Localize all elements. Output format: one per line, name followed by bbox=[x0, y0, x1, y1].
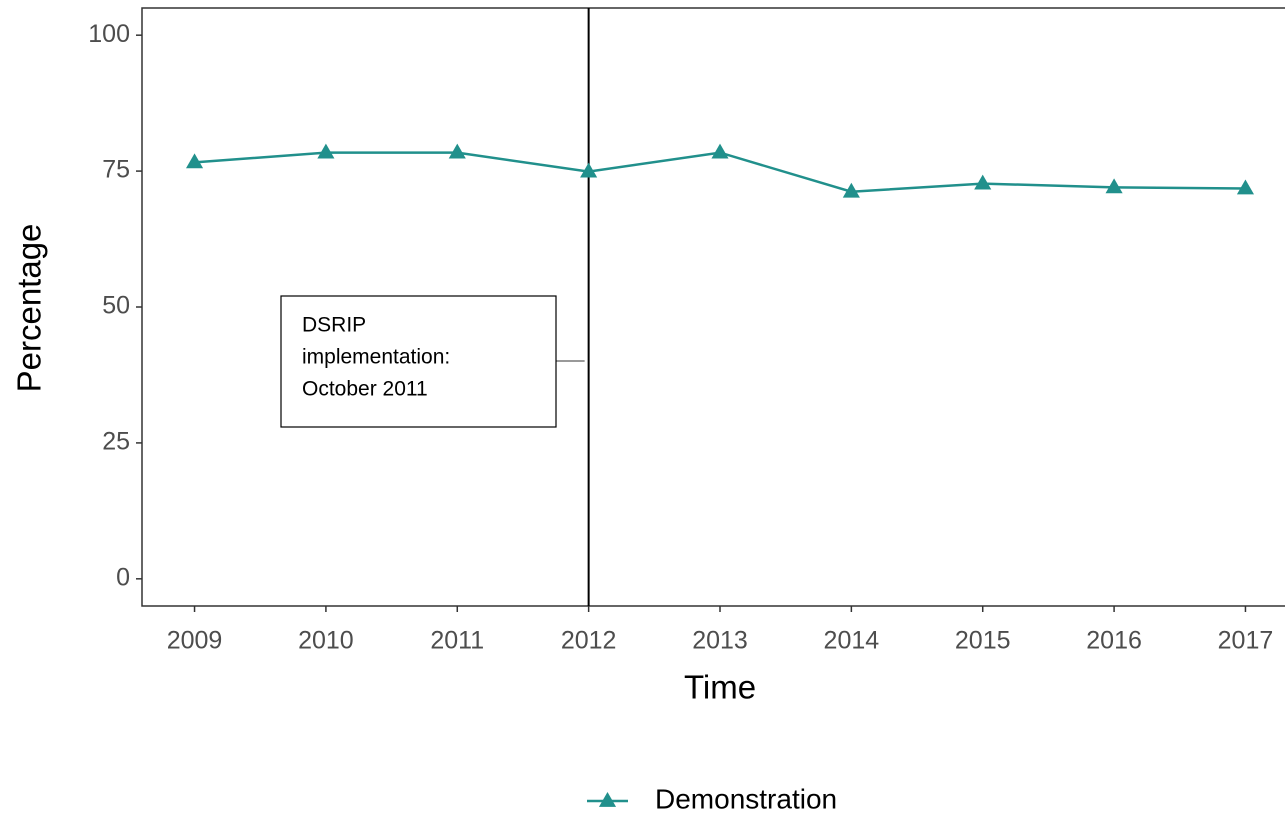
annotation-box bbox=[280, 295, 557, 428]
y-tick-label: 75 bbox=[102, 156, 130, 184]
legend-key-marker bbox=[598, 792, 617, 807]
point bbox=[974, 174, 992, 190]
y-tick-label: 100 bbox=[88, 20, 130, 48]
x-tick-label: 2012 bbox=[561, 627, 617, 655]
point bbox=[580, 162, 598, 178]
x-tick-label: 2015 bbox=[955, 627, 1011, 655]
annotation-text: implementation: bbox=[302, 346, 450, 369]
point bbox=[448, 143, 466, 159]
y-tick-label: 25 bbox=[102, 428, 130, 456]
point bbox=[317, 143, 335, 159]
x-tick-label: 2014 bbox=[824, 627, 880, 655]
point bbox=[842, 182, 860, 198]
x-tick-label: 2009 bbox=[167, 627, 223, 655]
point bbox=[185, 153, 204, 169]
plot-border bbox=[141, 7, 1285, 607]
legend-label: Demonstration bbox=[655, 783, 837, 814]
point bbox=[1236, 179, 1255, 195]
y-tick-label: 50 bbox=[102, 292, 130, 320]
x-axis-label: Time bbox=[684, 669, 756, 706]
x-tick-label: 2016 bbox=[1086, 627, 1142, 655]
y-tick-label: 0 bbox=[116, 563, 130, 591]
y-axis-label: Percentage bbox=[11, 224, 48, 393]
x-tick-label: 2010 bbox=[298, 627, 354, 655]
x-tick-label: 2017 bbox=[1218, 627, 1274, 655]
annotation-text: October 2011 bbox=[302, 378, 428, 401]
annotation-text: DSRIP bbox=[302, 314, 366, 337]
point bbox=[711, 143, 729, 159]
point bbox=[1105, 178, 1123, 194]
x-tick-label: 2011 bbox=[430, 627, 484, 655]
x-tick-label: 2013 bbox=[692, 627, 748, 655]
